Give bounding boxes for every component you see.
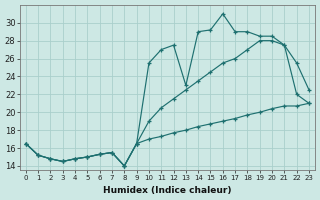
X-axis label: Humidex (Indice chaleur): Humidex (Indice chaleur) xyxy=(103,186,232,195)
